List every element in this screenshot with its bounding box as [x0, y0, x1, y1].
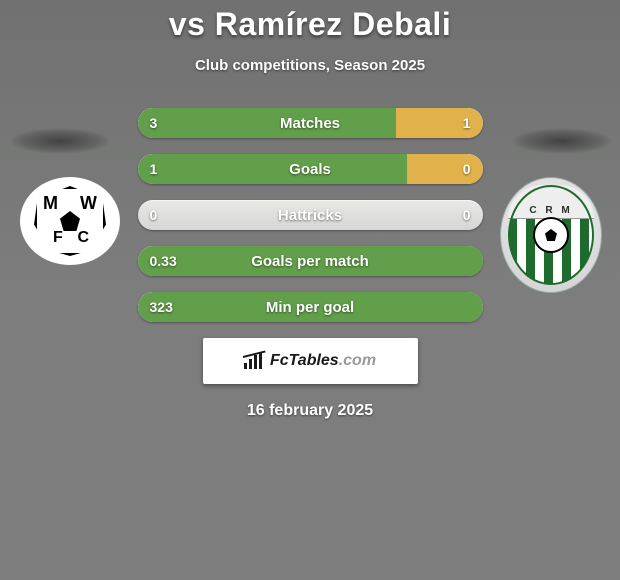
bar-chart-icon [244, 353, 264, 369]
stat-bar: 10Goals [138, 154, 483, 184]
crest-shadow-right [512, 128, 612, 154]
stat-bar: 31Matches [138, 108, 483, 138]
page-title: vs Ramírez Debali [0, 6, 620, 43]
stat-label: Matches [138, 108, 483, 138]
date-label: 16 february 2025 [0, 402, 620, 420]
team-crest-right: C R M [500, 177, 602, 293]
stat-bars: 31Matches 10Goals 00Hattricks 0.33Goals per… [138, 108, 483, 322]
mwfc-shield-icon: M W F C [34, 186, 106, 256]
stat-bar: 00Hattricks [138, 200, 483, 230]
team-crest-left: M W F C [20, 177, 120, 265]
subtitle: Club competitions, Season 2025 [0, 57, 620, 74]
comparison-card: vs Ramírez Debali Club competitions, Sea… [0, 0, 620, 580]
attribution-text: FcTables.com [270, 352, 376, 370]
stat-label: Min per goal [138, 292, 483, 322]
crest-shadow-left [10, 128, 110, 154]
mwfc-letter: W [80, 193, 97, 214]
stat-bar: 323Min per goal [138, 292, 483, 322]
mwfc-letter: C [77, 229, 89, 247]
stat-label: Goals [138, 154, 483, 184]
attribution-box: FcTables.com [203, 338, 418, 384]
stat-label: Hattricks [138, 200, 483, 230]
stat-bar: 0.33Goals per match [138, 246, 483, 276]
stat-label: Goals per match [138, 246, 483, 276]
mwfc-letter: F [53, 229, 63, 247]
mwfc-letter: M [43, 193, 58, 214]
crm-crest-icon: C R M [508, 185, 594, 285]
